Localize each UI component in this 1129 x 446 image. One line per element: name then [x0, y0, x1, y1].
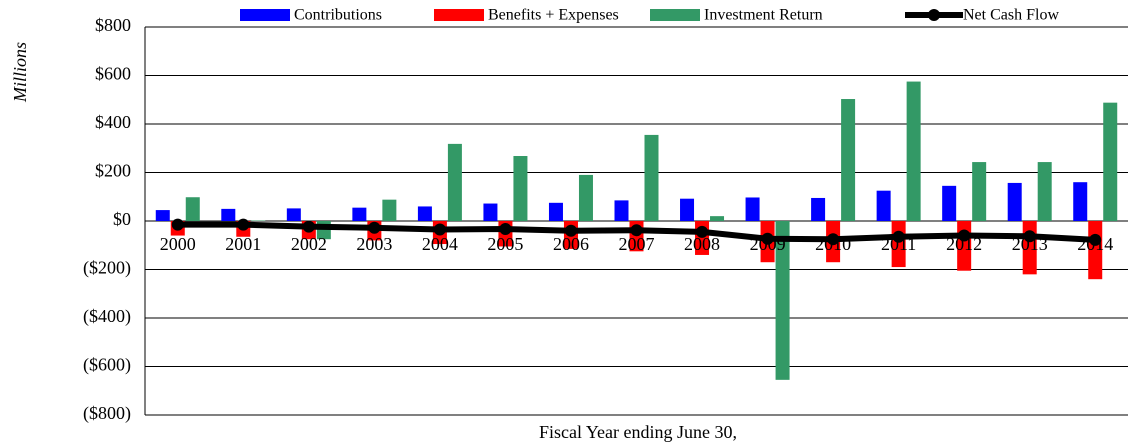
y-tick-label: ($400)	[83, 306, 131, 327]
x-tick-label: 2003	[356, 234, 392, 254]
bar	[417, 206, 432, 221]
x-tick-label: 2002	[291, 234, 327, 254]
y-tick-label: ($600)	[83, 355, 131, 376]
x-tick-label: 2004	[422, 234, 458, 254]
bar	[221, 208, 236, 221]
marker	[892, 230, 905, 243]
bar	[286, 208, 301, 221]
bar	[811, 197, 826, 221]
marker	[761, 232, 774, 245]
bar	[775, 221, 790, 380]
x-tick-label: 2012	[946, 234, 982, 254]
bar	[680, 198, 695, 221]
y-axis-label: Millions	[10, 42, 30, 103]
bar	[1103, 102, 1118, 221]
bar	[841, 99, 856, 221]
bar	[578, 174, 593, 221]
x-tick-label: 2006	[553, 234, 589, 254]
x-tick-label: 2001	[225, 234, 261, 254]
marker	[564, 224, 577, 237]
x-tick-label: 2008	[684, 234, 720, 254]
bar	[710, 216, 725, 221]
bar	[155, 210, 170, 221]
marker	[237, 218, 250, 231]
bar	[513, 156, 528, 221]
marker	[171, 218, 184, 231]
legend-swatch	[928, 9, 940, 21]
legend-swatch	[240, 9, 290, 21]
bar	[942, 185, 957, 221]
marker	[827, 233, 840, 246]
y-tick-label: $600	[95, 64, 131, 84]
marker	[1023, 230, 1036, 243]
bar	[1007, 182, 1022, 221]
marker	[630, 224, 643, 237]
y-tick-label: $200	[95, 161, 131, 181]
legend-label: Contributions	[294, 7, 382, 24]
bar	[906, 81, 921, 221]
marker	[1089, 233, 1102, 246]
y-tick-label: $0	[113, 209, 131, 229]
marker	[433, 223, 446, 236]
y-tick-label: $800	[95, 15, 131, 35]
x-axis-label: Fiscal Year ending June 30,	[539, 422, 737, 442]
bar	[745, 197, 760, 221]
legend-label: Net Cash Flow	[963, 7, 1059, 24]
legend-swatch	[650, 9, 700, 21]
legend-swatch	[434, 9, 484, 21]
legend-label: Benefits + Expenses	[488, 7, 619, 24]
bar	[644, 134, 659, 221]
bar	[1073, 182, 1088, 221]
x-tick-label: 2000	[160, 234, 196, 254]
marker	[499, 223, 512, 236]
marker	[368, 221, 381, 234]
bar	[614, 200, 629, 221]
bar	[1037, 162, 1052, 221]
bar	[382, 199, 397, 221]
bar	[548, 202, 563, 221]
bar	[876, 190, 891, 221]
marker	[696, 225, 709, 238]
y-tick-label: ($200)	[83, 258, 131, 279]
legend-label: Investment Return	[704, 7, 823, 24]
marker	[958, 229, 971, 242]
bar	[483, 203, 498, 221]
bar	[185, 197, 200, 221]
y-tick-label: $400	[95, 112, 131, 132]
x-tick-label: 2005	[487, 234, 523, 254]
bar	[352, 207, 367, 221]
bar	[447, 143, 462, 221]
x-tick-label: 2007	[619, 234, 655, 254]
bar	[972, 162, 987, 221]
marker	[302, 220, 315, 233]
y-tick-label: ($800)	[83, 403, 131, 424]
